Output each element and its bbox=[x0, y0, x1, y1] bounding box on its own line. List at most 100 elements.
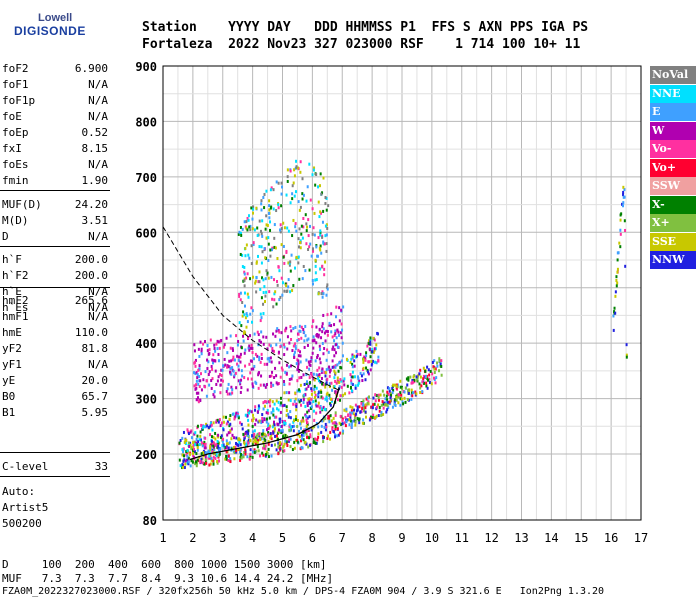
echo-dot bbox=[254, 405, 257, 409]
echo-dot bbox=[374, 416, 377, 420]
echo-dot bbox=[359, 410, 362, 414]
echo-dot bbox=[253, 228, 256, 232]
echo-dot bbox=[357, 383, 360, 387]
echo-dot bbox=[289, 399, 292, 403]
echo-dot bbox=[341, 422, 344, 426]
echo-dot bbox=[349, 405, 352, 409]
echo-dot bbox=[616, 258, 619, 262]
echo-dot bbox=[333, 376, 336, 380]
echo-dot bbox=[394, 383, 397, 387]
echo-dot bbox=[225, 439, 228, 443]
echo-dot bbox=[311, 232, 314, 236]
echo-dot bbox=[333, 385, 336, 389]
echo-dot bbox=[353, 375, 356, 379]
echo-dot bbox=[331, 335, 334, 339]
echo-dot bbox=[199, 372, 202, 376]
echo-dot bbox=[308, 401, 311, 405]
echo-dot bbox=[196, 398, 199, 402]
echo-dot bbox=[260, 202, 263, 206]
echo-dot bbox=[350, 379, 353, 383]
echo-dot bbox=[330, 312, 333, 316]
echo-dot bbox=[237, 379, 240, 383]
echo-dot bbox=[262, 335, 265, 339]
echo-dot bbox=[301, 236, 304, 240]
echo-dot bbox=[287, 439, 290, 443]
echo-dot bbox=[221, 368, 224, 372]
echo-dot bbox=[247, 336, 250, 340]
echo-dot bbox=[305, 425, 308, 429]
param-value: N/A bbox=[88, 158, 108, 171]
echo-dot bbox=[300, 445, 303, 449]
echo-dot bbox=[247, 438, 250, 442]
echo-dot bbox=[320, 407, 323, 411]
legend-item: SSW bbox=[650, 177, 696, 195]
echo-dot bbox=[440, 364, 443, 368]
echo-dot bbox=[254, 441, 257, 445]
param-value: N/A bbox=[88, 310, 108, 323]
echo-dot bbox=[345, 407, 348, 411]
echo-dot bbox=[283, 421, 286, 425]
echo-dot bbox=[196, 396, 199, 400]
echo-dot bbox=[302, 438, 305, 442]
echo-dot bbox=[340, 359, 343, 363]
param-value: N/A bbox=[88, 110, 108, 123]
echo-dot bbox=[351, 365, 354, 369]
echo-dot bbox=[299, 426, 302, 430]
echo-dot bbox=[257, 333, 260, 337]
echo-dot bbox=[619, 218, 622, 222]
echo-dot bbox=[207, 372, 210, 376]
echo-dot bbox=[312, 335, 315, 339]
echo-dot bbox=[289, 290, 292, 294]
echo-dot bbox=[260, 437, 263, 441]
echo-dot bbox=[263, 247, 266, 251]
echo-dot bbox=[361, 421, 364, 425]
echo-dot bbox=[214, 349, 217, 353]
echo-dot bbox=[328, 323, 331, 327]
echo-dot bbox=[364, 410, 367, 414]
echo-dot bbox=[234, 415, 237, 419]
echo-dot bbox=[285, 440, 288, 444]
echo-dot bbox=[297, 237, 300, 241]
echo-dot bbox=[246, 320, 249, 324]
echo-dot bbox=[235, 436, 238, 440]
echo-dot bbox=[427, 368, 430, 372]
echo-dot bbox=[271, 400, 274, 404]
echo-dot bbox=[237, 437, 240, 441]
echo-dot bbox=[263, 192, 266, 196]
autoscaling-label: Auto: bbox=[2, 485, 36, 498]
echo-dot bbox=[283, 383, 286, 387]
echo-dot bbox=[616, 281, 619, 285]
echo-dot bbox=[254, 422, 257, 426]
echo-dot bbox=[202, 342, 205, 346]
echo-dot bbox=[210, 439, 213, 443]
y-tick-label: 500 bbox=[135, 282, 157, 296]
echo-dot bbox=[250, 262, 253, 266]
echo-dot bbox=[243, 279, 246, 283]
echo-dot bbox=[616, 267, 619, 271]
echo-dot bbox=[265, 383, 268, 387]
echo-dot bbox=[323, 370, 326, 374]
echo-dot bbox=[181, 448, 184, 452]
param-name: yF2 bbox=[2, 342, 22, 355]
echo-dot bbox=[264, 454, 267, 458]
echo-dot bbox=[249, 334, 252, 338]
echo-dot bbox=[252, 205, 255, 209]
echo-dot bbox=[297, 362, 300, 366]
echo-dot bbox=[252, 367, 255, 371]
echo-dot bbox=[324, 234, 327, 238]
echo-dot bbox=[323, 267, 326, 271]
echo-dot bbox=[285, 405, 288, 409]
echo-dot bbox=[247, 423, 250, 427]
echo-dot bbox=[217, 444, 220, 448]
echo-dot bbox=[265, 214, 268, 218]
echo-dot bbox=[296, 424, 299, 428]
echo-dot bbox=[385, 400, 388, 404]
echo-dot bbox=[262, 342, 265, 346]
echo-dot bbox=[324, 417, 327, 421]
echo-dot bbox=[201, 461, 204, 465]
echo-dot bbox=[334, 424, 337, 428]
echo-dot bbox=[239, 360, 242, 364]
param-row: MUF(D) 24.20 bbox=[2, 198, 108, 214]
x-tick-label: 1 bbox=[159, 531, 166, 545]
echo-dot bbox=[243, 331, 246, 335]
